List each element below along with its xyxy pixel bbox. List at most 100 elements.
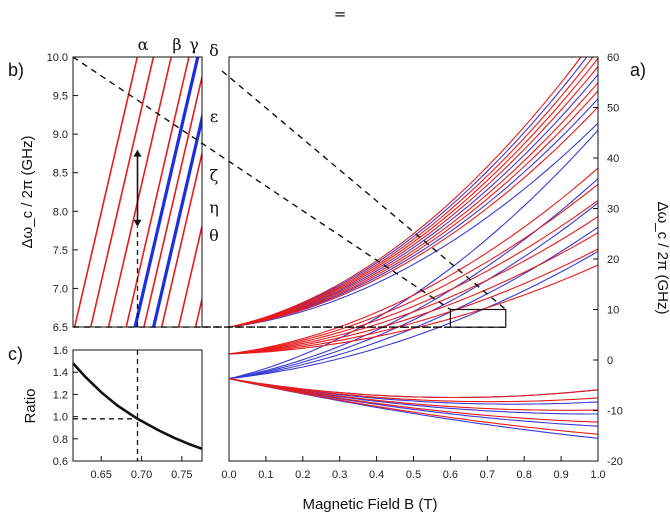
connector-line (72, 56, 451, 311)
red-level (125, 57, 190, 327)
y-tick-label: 9.0 (53, 129, 68, 141)
panel-a: 0.0 0.1 0.2 0.3 0.4 0.5 0.6 0.7 0.8 0.9 1.0-20 -10 0… (221, 52, 670, 513)
y-tick-label: 10.0 (47, 52, 68, 64)
y-tick-label: 8.0 (53, 206, 68, 218)
state-labels: α β γ δ ε ζηθ (138, 35, 219, 245)
y-tick-label: 0.6 (53, 456, 68, 468)
x-tick-label: 0.3 (332, 469, 347, 481)
red-level (177, 222, 202, 327)
series-line (229, 378, 598, 435)
state-label: η (209, 198, 219, 217)
x-tick-label: 0.2 (295, 469, 310, 481)
state-label: α (138, 35, 149, 54)
series-line (229, 199, 598, 355)
series-line (229, 82, 598, 328)
y-tick-label: 9.5 (53, 91, 68, 103)
series-line (229, 167, 598, 355)
state-label: γ (189, 35, 199, 54)
series-line (229, 216, 598, 355)
red-level (107, 57, 172, 327)
series-line (229, 122, 598, 328)
arrow-head-down (133, 219, 142, 227)
panel-b-frame (72, 56, 203, 328)
series-line (229, 183, 598, 355)
header-symbol: = (334, 5, 347, 23)
y-tick-label: 8.5 (53, 168, 68, 180)
x-tick-label: 0.5 (406, 469, 421, 481)
blue-level (133, 57, 200, 327)
x-tick-label: 0.0 (221, 469, 236, 481)
series-line (229, 57, 582, 328)
series-line (229, 378, 598, 423)
state-label: ε (210, 107, 218, 126)
series-line (229, 378, 598, 403)
x-tick-label: 0.9 (553, 469, 568, 481)
series-line (229, 98, 598, 328)
x-tick-label: 0.65 (91, 469, 112, 481)
c-curves (72, 350, 203, 461)
x-tick-label: 0.1 (258, 469, 273, 481)
series-line (229, 264, 598, 355)
y-tick-label: 40 (607, 153, 619, 165)
panel-c-ticks: 0.6 0.8 1.0 1.2 1.4 1.6 0.65 0.70 0.75 (53, 345, 193, 481)
state-label: δ (209, 41, 219, 60)
x-tick-label: 0.75 (171, 469, 192, 481)
series-line (229, 232, 598, 355)
x-tick-label: 0.8 (517, 469, 532, 481)
panel-a-xlabel: Magnetic Field B (T) (302, 496, 437, 513)
panel-a-ylabel: Δω_c / 2π (GHz) (654, 202, 670, 315)
x-tick-label: 0.70 (131, 469, 152, 481)
panel-b: 6.5 7.0 7.5 8.0 8.5 9.0 9.5 10.0 α β γ δ ε ζηθ b) Δω… (8, 35, 219, 334)
red-level (194, 295, 202, 327)
series-line (229, 74, 598, 328)
y-tick-label: 7.5 (53, 245, 68, 257)
panel-c: 0.6 0.8 1.0 1.2 1.4 1.6 0.65 0.70 0.75 c) Ratio (8, 344, 203, 481)
panel-c-label: c) (8, 344, 23, 364)
y-tick-label: 0 (607, 355, 613, 367)
arrow-head-up (133, 149, 142, 157)
panel-a-ticks: 0.0 0.1 0.2 0.3 0.4 0.5 0.6 0.7 0.8 0.9 1.0-20 -10 0… (221, 52, 623, 481)
series-line (229, 378, 598, 411)
red-level (89, 57, 155, 327)
y-tick-label: 50 (607, 103, 619, 115)
panel-b-ylabel: Δω_c / 2π (GHz) (19, 136, 36, 249)
panel-c-ylabel: Ratio (22, 388, 39, 423)
zoom-connectors (72, 56, 507, 328)
x-tick-label: 1.0 (590, 469, 605, 481)
y-tick-label: 6.5 (53, 322, 68, 334)
series-line (229, 106, 598, 328)
panel-a-label: a) (630, 60, 646, 80)
red-level (143, 73, 202, 327)
y-tick-label: 60 (607, 52, 619, 64)
y-tick-label: 10 (607, 305, 619, 317)
y-tick-label: 20 (607, 254, 619, 266)
state-label: θ (209, 226, 219, 245)
y-tick-label: 7.0 (53, 283, 68, 295)
series-line (229, 58, 598, 328)
red-level (73, 57, 139, 327)
state-label: ζ (210, 166, 219, 185)
series-line (229, 378, 598, 399)
connector-line (221, 70, 507, 311)
a-curves (229, 57, 598, 439)
y-tick-label: 1.6 (53, 345, 68, 357)
x-tick-label: 0.4 (369, 469, 384, 481)
series-line (229, 90, 598, 328)
panel-b-label: b) (8, 60, 24, 80)
y-tick-label: 30 (607, 204, 619, 216)
y-tick-label: -10 (607, 406, 623, 418)
series-line (229, 57, 594, 328)
series-line (229, 248, 598, 355)
x-tick-label: 0.7 (480, 469, 495, 481)
state-label: β (172, 35, 181, 54)
series-line (229, 250, 598, 380)
red-level (160, 149, 202, 327)
series-line (229, 57, 588, 328)
blue-level (152, 111, 202, 327)
y-tick-label: -20 (607, 456, 623, 468)
panel-b-ticks: 6.5 7.0 7.5 8.0 8.5 9.0 9.5 10.0 (47, 52, 78, 334)
y-tick-label: 0.8 (53, 434, 68, 446)
x-tick-label: 0.6 (443, 469, 458, 481)
b-curves (73, 57, 202, 327)
series-line (229, 129, 598, 380)
